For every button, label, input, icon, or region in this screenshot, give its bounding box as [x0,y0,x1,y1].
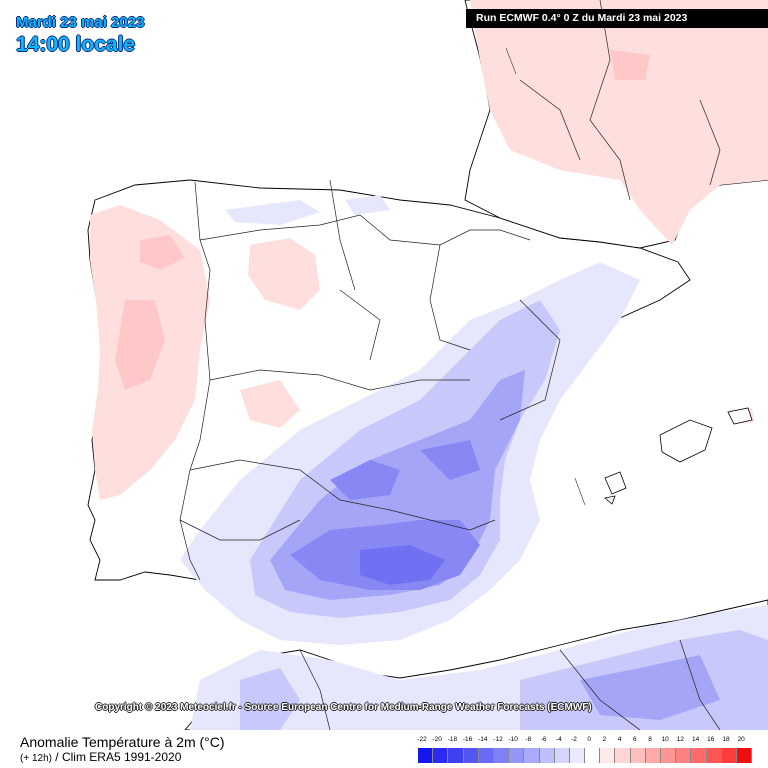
cold-anomaly-areas [180,195,768,730]
legend-swatch [569,748,586,763]
legend-swatch [585,748,601,763]
map-variable-title: Anomalie Température à 2m (°C) [20,734,225,750]
legend-label: -20 [432,736,442,743]
legend-label: 18 [722,736,730,743]
legend-swatch [645,748,661,763]
lead-time: (+ 12h) [20,753,52,764]
legend-swatch [661,748,677,763]
legend-label: 20 [737,736,745,743]
legend-label: -4 [555,736,562,743]
legend-labels: -22 -20 -18 -16 -14 -12 -10 -8 -6 -4 -2 0 2 4 6 8 10 12 14… [417,736,752,746]
legend-label: 12 [676,736,685,743]
legend-label: -14 [478,736,488,743]
region-borders [179,0,721,730]
legend-swatch [539,748,555,763]
legend-swatch [600,748,616,763]
legend-swatch [478,748,494,763]
copyright-notice: Copyright © 2023 Meteociel.fr - Source E… [95,702,592,713]
legend-swatch [691,748,707,763]
legend-swatch [418,748,434,763]
legend-swatch [448,748,464,763]
legend-swatch [554,748,570,763]
legend-label: 10 [661,736,669,743]
legend-label: -6 [540,736,547,743]
legend-label: -10 [508,736,518,743]
legend-swatch [736,748,753,763]
legend-label: 4 [617,736,622,743]
legend-swatch [615,748,631,763]
climatology-reference: / Clim ERA5 1991-2020 [51,750,182,764]
legend-swatch [630,748,646,763]
forecast-date: Mardi 23 mai 2023 [16,14,145,31]
legend-swatch [509,748,525,763]
forecast-local-time: 14:00 locale [16,33,136,56]
legend-label: 16 [707,736,715,743]
temperature-anomaly-map [87,0,768,730]
legend-label: -16 [462,736,473,743]
legend-label: -22 [417,736,427,743]
legend-label: 0 [587,736,591,743]
legend-label: -12 [493,736,503,743]
map-subtitle: (+ 12h) / Clim ERA5 1991-2020 [20,750,181,764]
legend-swatch [706,748,722,763]
legend-label: -18 [447,736,458,743]
balearic-islands [604,407,753,505]
model-run-info: Run ECMWF 0.4° 0 Z du Mardi 23 mai 2023 [466,9,768,28]
legend-swatch [524,748,540,763]
footer: Anomalie Température à 2m (°C) (+ 12h) /… [0,730,768,768]
legend-swatch [433,748,449,763]
legend-label: 8 [648,736,652,743]
legend-label: 14 [691,736,700,743]
legend-label: 6 [632,736,637,743]
legend-label: -8 [525,736,532,743]
warm-anomaly-areas [90,0,768,500]
legend-swatch [493,748,510,763]
legend-label: -2 [571,736,577,743]
legend-swatch [676,748,692,763]
legend-swatch [721,748,737,763]
legend-bar [418,748,753,763]
color-legend: -22 -20 -18 -16 -14 -12 -10 -8 -6 -4 -2 0 2 4 6 8 10 12 14… [417,736,753,766]
legend-swatch [463,748,479,763]
legend-label: 2 [602,736,607,743]
